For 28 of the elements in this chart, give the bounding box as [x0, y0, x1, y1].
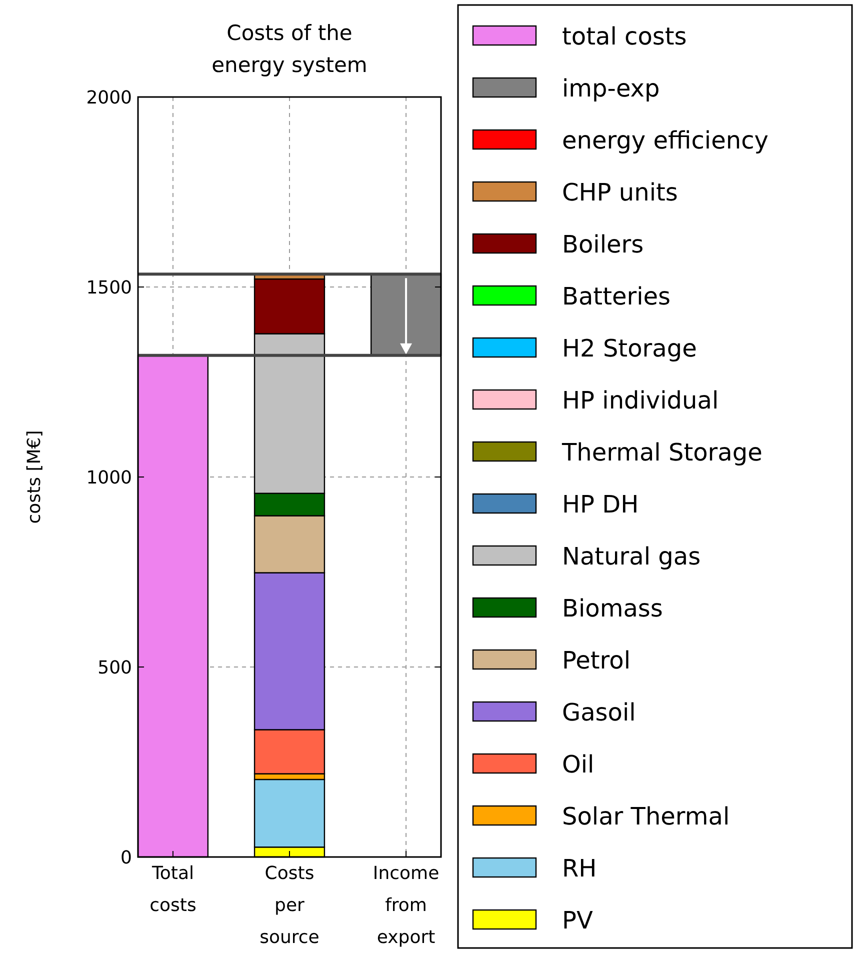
x-tick-label: Income from export	[372, 863, 440, 948]
legend-label: Oil	[562, 750, 594, 778]
legend-label: imp-exp	[562, 74, 660, 102]
legend-label: Gasoil	[562, 698, 636, 726]
legend-label: Petrol	[562, 646, 630, 674]
y-tick-label: 0	[120, 847, 132, 868]
legend-label: Boilers	[562, 230, 644, 258]
y-tick-label: 1500	[86, 277, 132, 298]
y-tick-label: 1000	[86, 467, 132, 488]
chart-title: Costs of the energy system	[212, 21, 368, 77]
legend-label: energy efficiency	[562, 126, 768, 154]
legend-label: Solar Thermal	[562, 802, 730, 830]
legend-label: CHP units	[562, 178, 678, 206]
y-tick-label: 500	[98, 657, 132, 678]
legend-label: Biomass	[562, 594, 663, 622]
legend-label: H2 Storage	[562, 334, 697, 362]
x-tick-label: Costs per source	[260, 863, 320, 948]
y-tick-label: 2000	[86, 87, 132, 108]
legend-label: Batteries	[562, 282, 671, 310]
y-axis-title: costs [M€]	[24, 430, 45, 524]
legend-label: HP DH	[562, 490, 639, 518]
legend-label: Thermal Storage	[561, 438, 762, 466]
legend-label: total costs	[562, 22, 687, 50]
legend-label: RH	[562, 854, 597, 882]
x-tick-label: Total costs	[150, 863, 196, 916]
legend-label: HP individual	[562, 386, 719, 414]
legend-label: Natural gas	[562, 542, 701, 570]
legend-label: PV	[562, 906, 594, 934]
